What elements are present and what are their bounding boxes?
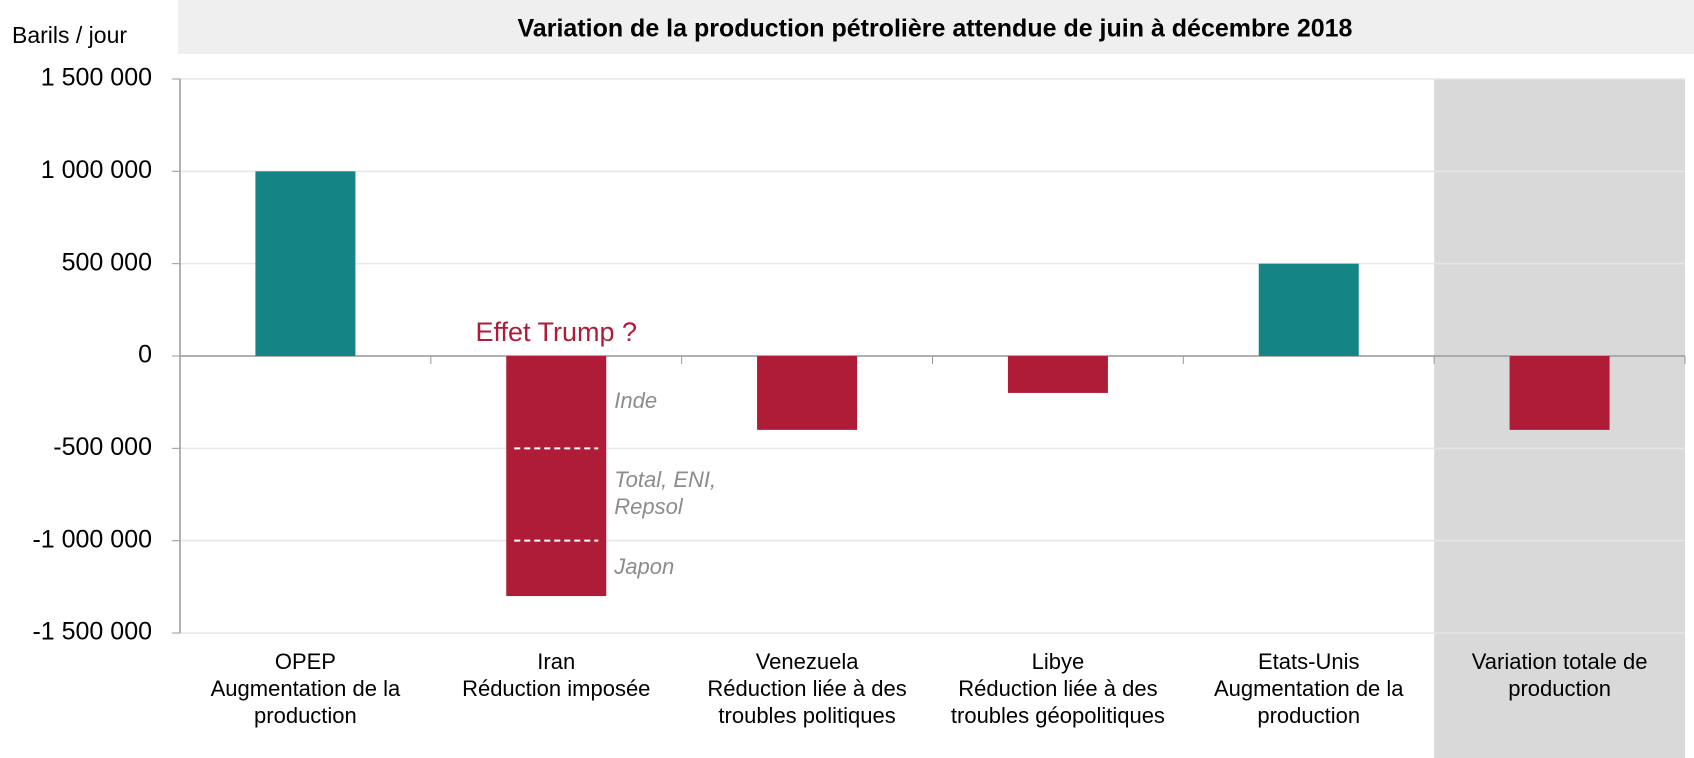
title-band <box>178 0 1694 54</box>
x-tick-label-line: Réduction imposée <box>462 676 650 701</box>
x-tick-label-line: Réduction liée à des <box>958 676 1157 701</box>
y-tick-label: -1 000 000 <box>32 525 152 553</box>
x-tick-label-line: Augmentation de la <box>1214 676 1404 701</box>
y-tick-label: -1 500 000 <box>32 618 152 646</box>
y-tick-label: 0 <box>138 341 152 369</box>
x-tick-label-line: Réduction liée à des <box>707 676 906 701</box>
x-tick-label-line: Variation totale de <box>1472 649 1648 674</box>
x-tick-label-line: troubles géopolitiques <box>951 703 1165 728</box>
x-tick-label: Venezuela Réduction liée à des troubles po… <box>707 649 906 728</box>
x-tick-label: Etats-Unis Augmentation de la production <box>1214 649 1404 728</box>
y-tick-label: 500 000 <box>62 248 152 276</box>
y-tick-label: -500 000 <box>53 433 152 461</box>
annotation-label: Japon <box>613 554 674 579</box>
y-tick-label: 1 500 000 <box>41 64 152 92</box>
annotation-label: Repsol <box>614 494 684 519</box>
x-tick-label-line: Augmentation de la <box>211 676 401 701</box>
bar <box>255 171 356 356</box>
x-tick-label-line: Venezuela <box>756 649 860 674</box>
bar <box>757 356 858 430</box>
bar <box>1258 263 1359 356</box>
x-tick-label-line: Iran <box>537 649 575 674</box>
chart-title: Variation de la production pétrolière at… <box>518 15 1353 43</box>
y-axis-label: Barils / jour <box>12 22 127 48</box>
annotation-label: Inde <box>614 388 657 413</box>
x-tick-label: OPEP Augmentation de la production <box>211 649 401 728</box>
y-tick-label: 1 000 000 <box>41 156 152 184</box>
x-tick-label-line: Libye <box>1032 649 1085 674</box>
x-tick-label-line: troubles politiques <box>718 703 895 728</box>
x-tick-label-line: production <box>1257 703 1360 728</box>
bar <box>1509 356 1610 430</box>
bar <box>1007 356 1108 393</box>
x-tick-label: Variation totale de production <box>1472 649 1648 701</box>
x-tick-label-line: production <box>1508 676 1611 701</box>
x-tick-label-line: production <box>254 703 357 728</box>
bar <box>506 356 607 597</box>
x-tick-label: Libye Réduction liée à des troubles géopol… <box>951 649 1165 728</box>
x-tick-label: Iran Réduction imposée <box>462 649 650 701</box>
annotation-title: Effet Trump ? <box>475 317 637 347</box>
x-tick-label-line: Etats-Unis <box>1258 649 1359 674</box>
x-tick-label-line: OPEP <box>275 649 336 674</box>
annotation-label: Total, ENI, <box>614 467 716 492</box>
